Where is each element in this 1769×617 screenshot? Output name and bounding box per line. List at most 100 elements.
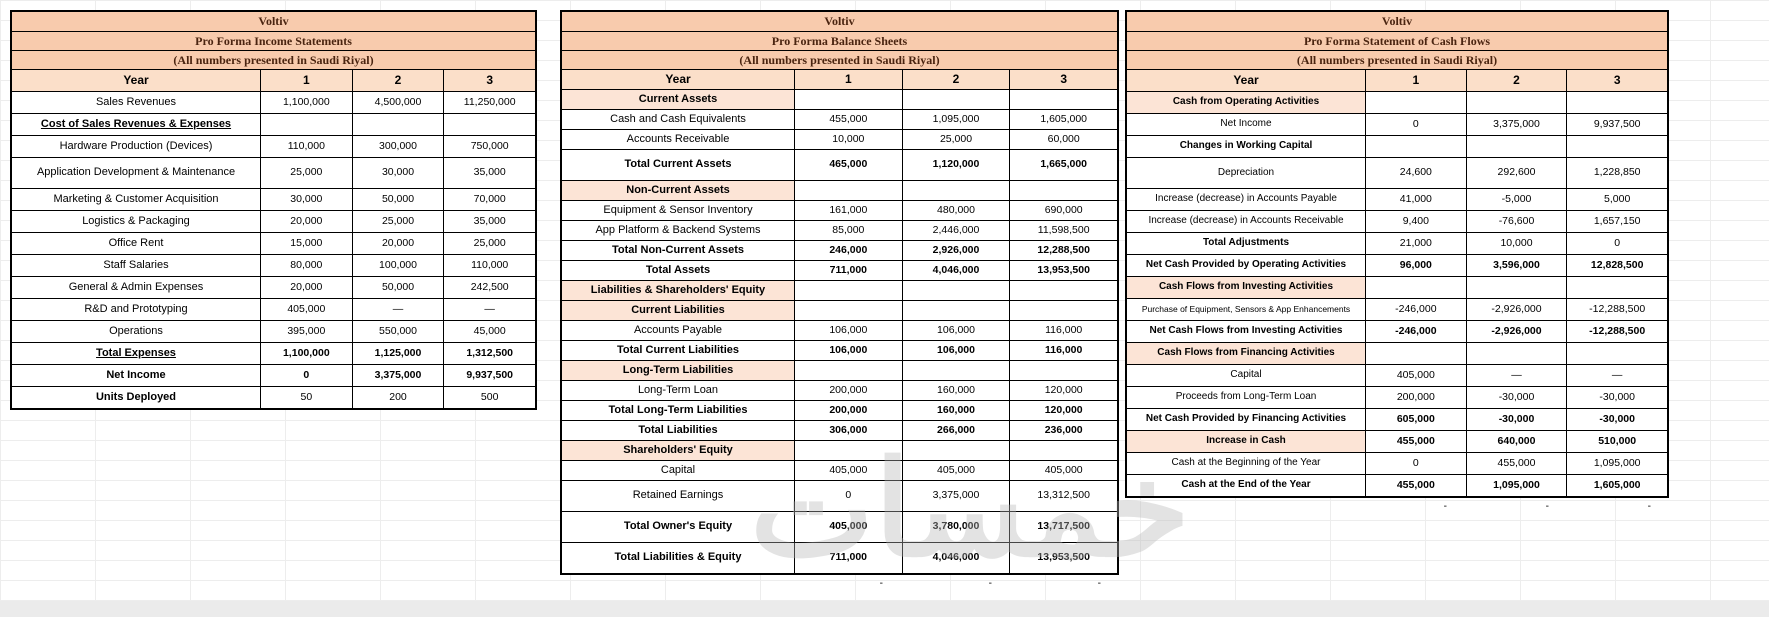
table-row: Hardware Production (Devices) 110,000 300,… [12,135,535,157]
table-subtitle: Pro Forma Balance Sheets [562,32,1117,50]
table-row: Total Long-Term Liabilities 200,000 160,00… [562,400,1117,420]
row-label: Marketing & Customer Acquisition [53,192,219,205]
dash-cell: - [1647,501,1651,513]
cash-flows-table: Voltiv Pro Forma Statement of Cash Flows… [1125,10,1669,515]
year-column-header: 1 [260,70,352,91]
value-cell: 750,000 [443,136,535,157]
row-label: Capital [1230,369,1262,381]
value-cell: 13,953,500 [1009,261,1117,280]
bottom-strip [0,601,1769,617]
value-cell: -246,000 [1365,299,1466,320]
value-cell [901,281,1010,300]
value-cell: -2,926,000 [1465,321,1567,342]
table-box: Voltiv Pro Forma Income Statements (All … [10,10,537,410]
value-cell: 266,000 [901,421,1010,440]
table-row: Total Current Liabilities 106,000 106,000 1… [562,340,1117,360]
value-cell: 455,000 [1365,431,1466,452]
value-cell: -12,288,500 [1566,299,1667,320]
footer-dash-row: --- [1125,500,1669,515]
table-row: Capital 405,000 405,000 405,000 [562,460,1117,480]
value-cell [794,441,902,460]
dash-cell: - [988,578,992,590]
value-cell: -30,000 [1566,409,1667,430]
value-cell [1465,343,1567,364]
dash-row-spacer [1125,500,1363,515]
year-column-header: 2 [1465,70,1567,91]
value-cell: 455,000 [1465,453,1567,474]
table-row: Total Expenses 1,100,000 1,125,000 1,312,50… [12,342,535,364]
value-cell: 35,000 [443,158,535,188]
row-label: Depreciation [1217,166,1275,178]
table-row: Accounts Receivable 10,000 25,000 60,000 [562,129,1117,149]
value-cell: 45,000 [443,321,535,342]
row-label: Liabilities & Shareholders' Equity [562,281,794,300]
value-cell: 1,095,000 [901,110,1010,129]
value-cell: -5,000 [1465,189,1567,210]
value-cell [1465,92,1567,113]
table-row: Total Owner's Equity 405,000 3,780,000 13,7… [562,511,1117,542]
value-cell: 10,000 [794,130,902,149]
value-cell [794,301,902,320]
row-label: Total Current Assets [624,158,732,171]
row-label: Long-Term Liabilities [562,361,794,380]
value-cell: 711,000 [794,261,902,280]
value-cell: 4,046,000 [901,543,1010,573]
value-cell: 480,000 [901,201,1010,220]
table-row: Net Cash Provided by Financing Activitie… [1127,408,1667,430]
value-cell: 10,000 [1465,233,1567,254]
value-cell [1009,441,1117,460]
row-label: Cash Flows from Investing Activities [1127,277,1365,298]
table-row: Increase in Cash 455,000 640,000 510,000 [1127,430,1667,452]
value-cell: 25,000 [901,130,1010,149]
value-cell [1009,361,1117,380]
year-column-header: 1 [1365,70,1466,91]
row-label: Total Liabilities & Equity [614,551,742,564]
value-cell: 500 [443,387,535,408]
value-cell: 236,000 [1009,421,1117,440]
table-row: Total Current Assets 465,000 1,120,000 1,66… [562,149,1117,180]
value-cell: 1,100,000 [260,343,352,364]
table-row: Total Liabilities 306,000 266,000 236,000 [562,420,1117,440]
year-header-row: Year 1 2 3 [562,69,1118,89]
footer-dash-row: --- [560,577,1119,592]
value-cell: 242,500 [443,277,535,298]
value-cell: 106,000 [794,341,902,360]
value-cell: 711,000 [794,543,902,573]
row-label: Current Liabilities [562,301,794,320]
value-cell [1365,136,1466,157]
table-row: Cash and Cash Equivalents 455,000 1,095,00… [562,109,1117,129]
row-label: App Platform & Backend Systems [595,223,761,236]
value-cell: 25,000 [443,233,535,254]
table-row: Application Development & Maintenance 25,… [12,157,535,188]
table-row: Accounts Payable 106,000 106,000 116,000 [562,320,1117,340]
table-row: Staff Salaries 80,000 100,000 110,000 [12,254,535,276]
table-row: Total Assets 711,000 4,046,000 13,953,500 [562,260,1117,280]
year-column-header: 2 [351,70,444,91]
value-cell [901,301,1010,320]
value-cell: 35,000 [443,211,535,232]
value-cell: 1,095,000 [1465,475,1567,496]
dash-cell: - [1097,578,1101,590]
value-cell: 1,605,000 [1566,475,1667,496]
table-title-row: Voltiv [1127,12,1667,31]
value-cell: 11,598,500 [1009,221,1117,240]
value-cell: 106,000 [901,341,1010,360]
row-label: Cash Flows from Financing Activities [1127,343,1365,364]
value-cell: 80,000 [260,255,352,276]
value-cell [901,181,1010,200]
row-label: Hardware Production (Devices) [59,139,213,152]
table-row: Marketing & Customer Acquisition 30,000 50… [12,188,535,210]
table-title: Voltiv [12,12,535,31]
value-cell: 1,312,500 [443,343,535,364]
value-cell: 110,000 [443,255,535,276]
dash-cell: - [1443,501,1447,513]
value-cell: 306,000 [794,421,902,440]
row-label: Purchase of Equipment, Sensors & App Enh… [1141,304,1351,315]
row-label: General & Admin Expenses [68,280,204,293]
table-title: Voltiv [562,12,1117,31]
value-cell: 0 [1365,114,1466,135]
value-cell: 3,375,000 [1465,114,1567,135]
value-cell: 120,000 [1009,381,1117,400]
value-cell: 160,000 [901,401,1010,420]
value-cell: 405,000 [794,461,902,480]
